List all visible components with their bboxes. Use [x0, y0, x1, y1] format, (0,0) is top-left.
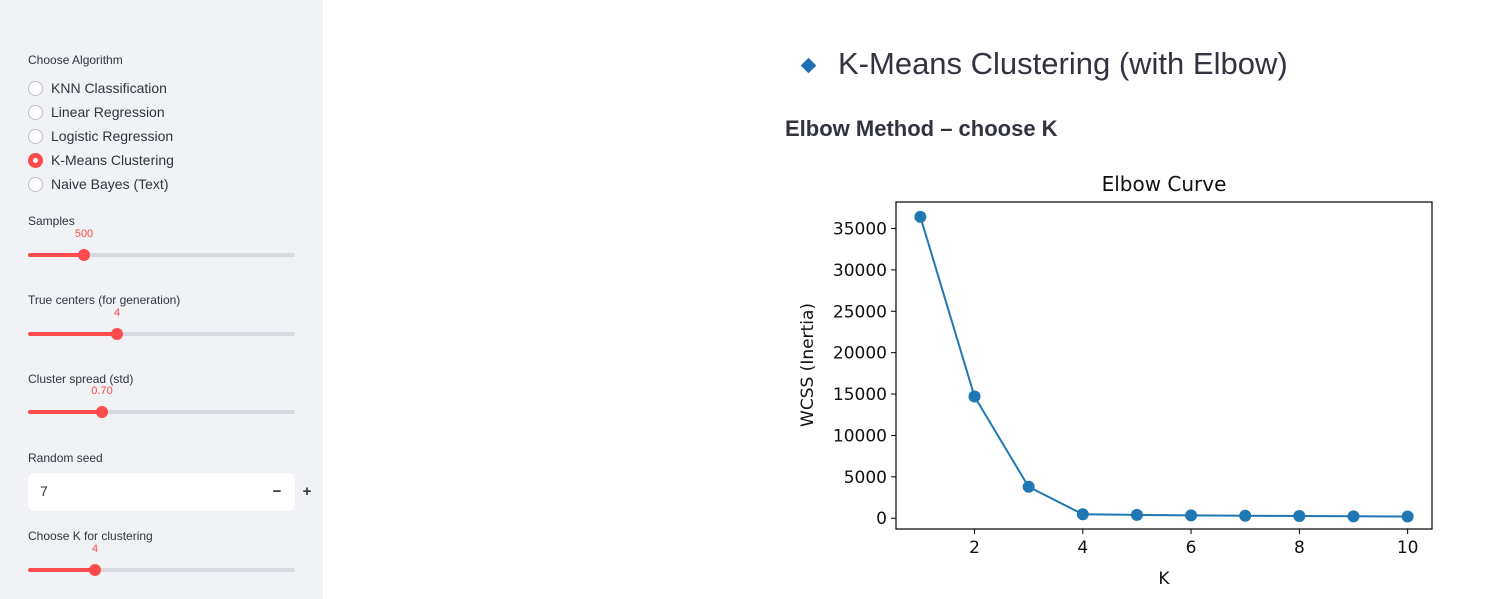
series-points [914, 210, 1414, 523]
x-axis: 2 4 6 8 10 [969, 529, 1418, 558]
slider-track[interactable] [28, 568, 295, 572]
x-tick-label: 6 [1186, 538, 1197, 558]
radio-label: K-Means Clustering [51, 152, 174, 168]
slider-value: 0.70 [91, 385, 113, 397]
random-seed-label: Random seed [28, 451, 103, 465]
data-point [1293, 510, 1306, 523]
cluster-spread-label: Cluster spread (std) [28, 372, 134, 386]
radio-label: Naive Bayes (Text) [51, 176, 169, 192]
cluster-spread-slider[interactable]: 0.70 [28, 385, 295, 422]
data-point [1401, 510, 1414, 523]
x-tick-label: 10 [1397, 538, 1419, 558]
radio-linear-regression[interactable]: Linear Regression [28, 102, 165, 122]
radio-label: KNN Classification [51, 80, 167, 96]
x-axis-label: K [1158, 569, 1170, 589]
data-point [968, 390, 981, 403]
slider-fill [28, 568, 95, 572]
data-point [914, 210, 927, 223]
x-tick-label: 4 [1077, 538, 1088, 558]
slider-fill [28, 410, 102, 414]
series-line [919, 216, 1408, 518]
diamond-icon [800, 57, 817, 74]
increment-button[interactable]: + [302, 483, 312, 500]
radio-logistic-regression[interactable]: Logistic Regression [28, 126, 173, 146]
radio-indicator[interactable] [28, 104, 43, 120]
y-axis-label: WCSS (Inertia) [798, 303, 818, 427]
y-tick-label: 0 [876, 509, 887, 529]
slider-fill [28, 253, 84, 257]
y-tick-label: 35000 [833, 219, 887, 239]
page-title: K-Means Clustering (with Elbow) [838, 46, 1288, 81]
radio-label: Linear Regression [51, 104, 165, 120]
random-seed-input[interactable]: 7 − + [28, 473, 311, 511]
y-tick-label: 25000 [833, 302, 887, 322]
y-tick-label: 30000 [833, 261, 887, 281]
radio-k-means-clustering[interactable]: K-Means Clustering [28, 150, 174, 170]
slider-track[interactable] [28, 410, 295, 414]
section-subtitle: Elbow Method – choose K [785, 116, 1058, 141]
random-seed-value[interactable]: 7 [40, 483, 48, 499]
slider-thumb[interactable] [96, 406, 108, 418]
choose-k-slider[interactable]: 4 [28, 543, 295, 580]
slider-fill [28, 332, 117, 336]
data-point [1347, 510, 1360, 523]
slider-value: 4 [91, 543, 99, 555]
radio-label: Logistic Regression [51, 128, 174, 144]
data-point [1022, 480, 1035, 493]
radio-indicator-selected[interactable] [28, 152, 43, 168]
slider-track[interactable] [28, 332, 295, 336]
elbow-chart: Elbow Curve 0 5000 10000 15000 20000 25000 300… [798, 172, 1433, 589]
decrement-button[interactable]: − [272, 483, 282, 500]
x-tick-label: 2 [969, 538, 980, 558]
radio-naive-bayes-text[interactable]: Naive Bayes (Text) [28, 174, 168, 194]
algorithm-label: Choose Algorithm [28, 53, 123, 67]
radio-indicator[interactable] [28, 176, 43, 192]
radio-indicator[interactable] [28, 128, 43, 144]
slider-value: 500 [74, 228, 94, 240]
plot-frame [895, 201, 1433, 530]
data-point [1239, 509, 1252, 522]
slider-value: 4 [113, 307, 121, 319]
true-centers-slider[interactable]: 4 [28, 307, 295, 344]
true-centers-label: True centers (for generation) [28, 293, 181, 307]
y-tick-label: 15000 [833, 385, 887, 405]
data-point [1076, 508, 1089, 521]
chart-title: Elbow Curve [1102, 172, 1227, 196]
data-point [1185, 509, 1198, 522]
y-tick-label: 5000 [844, 468, 887, 488]
y-axis: 0 5000 10000 15000 20000 25000 30000 35000 [833, 219, 896, 529]
slider-thumb[interactable] [111, 328, 123, 340]
data-point [1130, 508, 1143, 521]
samples-label: Samples [28, 214, 75, 228]
radio-indicator[interactable] [28, 80, 43, 96]
radio-knn-classification[interactable]: KNN Classification [28, 78, 167, 98]
slider-thumb[interactable] [78, 249, 90, 261]
samples-slider[interactable]: 500 [28, 228, 295, 265]
slider-track[interactable] [28, 253, 295, 257]
choose-k-label: Choose K for clustering [28, 529, 153, 543]
y-tick-label: 20000 [833, 344, 887, 364]
y-tick-label: 10000 [833, 426, 887, 446]
slider-thumb[interactable] [89, 564, 101, 576]
x-tick-label: 8 [1294, 538, 1305, 558]
sidebar: Choose Algorithm KNN Classification Line… [0, 0, 323, 599]
